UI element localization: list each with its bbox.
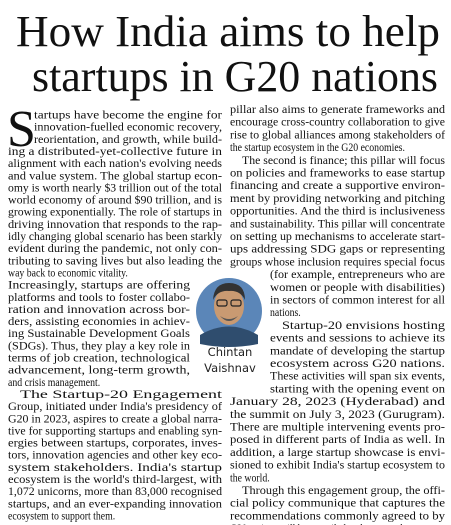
text-line: reorientation, and growth, while build- — [34, 134, 222, 146]
text-line: on policies and frameworks to ease start… — [230, 168, 445, 180]
text-line: (for example, entrepreneurs who are — [270, 269, 445, 281]
text-line: tributing to saving lives but also leadi… — [8, 255, 222, 267]
text-line: G20 nations will be compiled and present… — [230, 523, 405, 525]
text-line: startups, and an ever-expanding innovati… — [8, 498, 222, 510]
text-line: innovation-fuelled economic recovery, — [34, 122, 222, 134]
text-line: There are multiple intervening events pr… — [230, 422, 445, 434]
text-line: in sectors of common interest for all — [270, 295, 445, 307]
text-line: evident during the pandemic, not only co… — [8, 243, 222, 255]
text-line: ecosystem to support them. — [8, 510, 115, 522]
text-line: driving innovation that responds to the … — [8, 219, 222, 231]
author-name: Chintan — [208, 345, 253, 359]
text-line: omy is worth nearly $3 trillion out of t… — [8, 182, 222, 194]
text-line: terms of job creation, technological — [8, 353, 190, 365]
text-line: the summit on July 3, 2023 (Gurugram). — [230, 409, 445, 421]
text-line: ing a distributed-yet-collective future … — [8, 146, 222, 158]
text-line: Startup-20 envisions hosting — [282, 320, 445, 332]
headline: startups in G20 nations — [32, 52, 438, 101]
text-line: The second is finance; this pillar will … — [242, 155, 446, 167]
text-line: nations. — [270, 307, 301, 319]
text-line: addition, a large startup showcase is en… — [230, 447, 445, 459]
text-line: The Startup-20 Engagement — [20, 389, 223, 401]
text-line: financing and create a supportive enviro… — [230, 180, 445, 192]
text-line: opportunities. And the third is inclusiv… — [230, 206, 446, 218]
text-line: ecosystem is the world's third-largest, … — [8, 474, 222, 486]
text-line: world economy of around $90 trillion, an… — [8, 195, 223, 207]
text-line: events and sessions to achieve its — [270, 333, 446, 345]
text-line: ders, assisting economies in achiev- — [8, 316, 190, 328]
text-line: 1,072 unicorns, more than 83,000 recogni… — [8, 486, 222, 498]
headline: How India aims to help — [16, 7, 440, 56]
text-line: Through this engagement group, the offi- — [242, 485, 445, 497]
text-line: ecosystem across G20 nations. — [270, 358, 445, 370]
text-line: Group, initiated under India's presidenc… — [8, 401, 222, 413]
text-line: sioned to exhibit India's startup ecosys… — [230, 460, 445, 472]
text-line: growing exponentially. The role of start… — [8, 207, 222, 219]
text-line: and crisis management. — [8, 377, 100, 389]
text-line: and value system. The global startup eco… — [8, 170, 222, 182]
text-line: the world. — [230, 472, 270, 484]
text-line: pillar also aims to generate frameworks … — [230, 104, 445, 116]
text-line: groups whose inclusion requires special … — [230, 256, 446, 268]
text-line: women or people with disabilities) — [270, 282, 445, 294]
text-line: idly changing global scenario has been s… — [8, 231, 222, 243]
text-line: ment by providing networking and pitchin… — [230, 193, 445, 205]
text-line: alignment with each nation's evolving ne… — [8, 158, 223, 170]
text-line: advancement, long-term growth, — [8, 365, 190, 377]
text-line: tartups have become the engine for — [34, 110, 222, 122]
text-line: Increasingly, startups are offering — [8, 280, 190, 292]
text-line: posed in different parts of India as wel… — [230, 434, 445, 446]
text-line: G20 in 2023, aspires to create a global … — [8, 413, 222, 425]
text-line: January 28, 2023 (Hyderabad) and — [230, 396, 445, 408]
text-line: platforms and tools to foster collabo- — [8, 292, 190, 304]
text-line: recommendations commonly agreed to by — [230, 510, 445, 522]
text-line: the startup ecosystem in the G20 economi… — [230, 142, 405, 154]
text-line: mandate of developing the startup — [270, 345, 445, 357]
text-line: tors, innovation agencies and other key … — [8, 450, 222, 462]
text-line: ing Sustainable Development Goals — [8, 328, 191, 340]
text-line: and sustainability. This pillar will con… — [230, 218, 445, 230]
text-line: system stakeholders. India's startup — [8, 462, 222, 474]
author-photo — [196, 278, 262, 347]
text-line: cial policy communique that captures the — [230, 498, 445, 510]
text-line: tive for supporting startups and enablin… — [8, 425, 222, 437]
text-line: These activities will span six events, — [270, 371, 445, 383]
text-line: starting with the opening event on — [270, 383, 445, 395]
text-line: way back to economic vitality. — [8, 267, 128, 279]
text-line: rise to global alliances among stakehold… — [230, 129, 445, 141]
text-line: ergies between startups, corporates, inv… — [8, 438, 222, 450]
text-line: on setting up mechanisms to accelerate s… — [230, 231, 445, 243]
text-line: ration and innovation across bor- — [8, 304, 190, 316]
text-line: encourage cross-country collaboration to… — [230, 117, 445, 129]
author-name: Vaishnav — [204, 361, 256, 375]
text-line: ups addressing SDG gaps or representing — [230, 244, 445, 256]
drop-cap: S — [7, 101, 36, 158]
text-line: (SDGs). Thus, they play a key role in — [8, 340, 190, 352]
